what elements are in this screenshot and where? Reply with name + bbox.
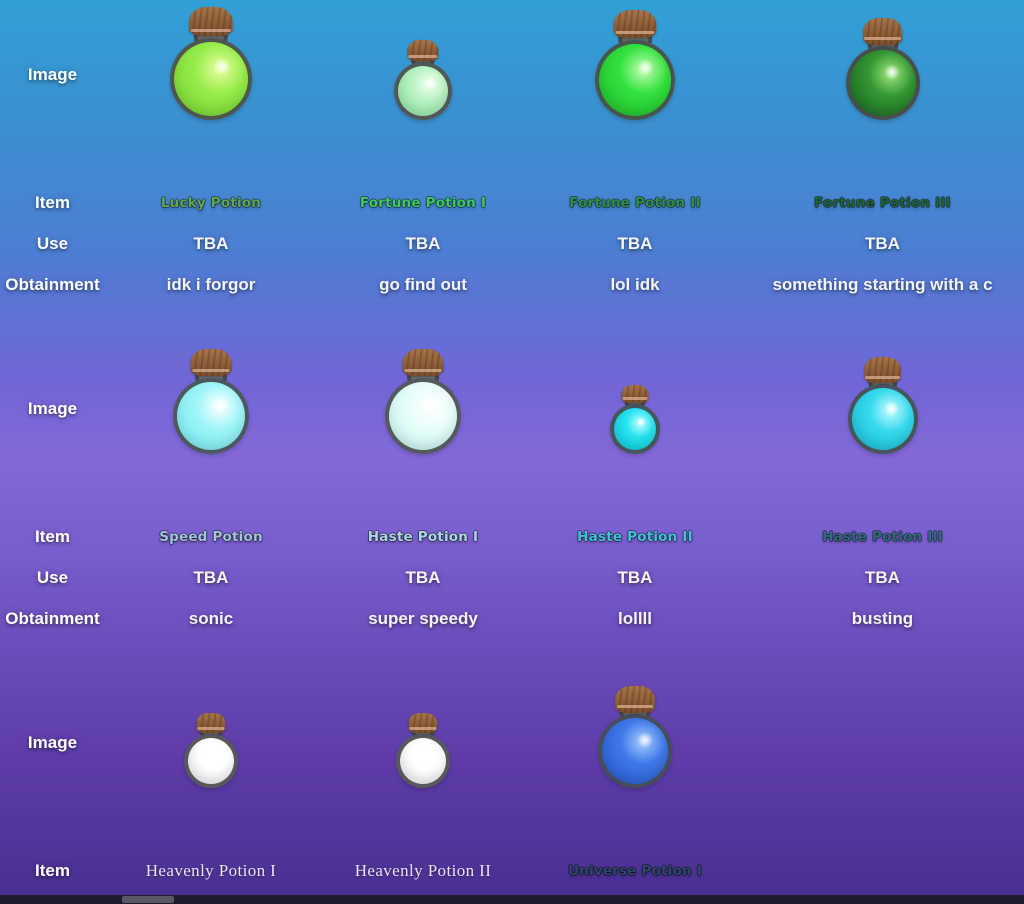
cork-icon bbox=[188, 6, 234, 37]
item-name: Lucky Potion bbox=[160, 194, 262, 211]
bottle-bulb bbox=[847, 384, 918, 454]
obtainment-row: Obtainment sonic super speedy lollll bus… bbox=[0, 598, 1024, 639]
universe-potion-1-icon bbox=[598, 685, 672, 788]
item-row: Item Speed Potion Haste Potion I Haste P… bbox=[0, 516, 1024, 557]
obtainment-value: go find out bbox=[379, 274, 467, 294]
potion-group-fortune: Image Item Lucky Potion Fortune Potion I… bbox=[0, 0, 1024, 305]
item-name: Haste Potion III bbox=[822, 528, 943, 545]
cork-icon bbox=[402, 349, 444, 377]
potion-group-haste: Image Item Speed Potion Haste Potion I H… bbox=[0, 334, 1024, 639]
fortune-potion-2-icon bbox=[595, 9, 675, 120]
use-value: TBA bbox=[865, 567, 900, 587]
use-value: TBA bbox=[617, 233, 653, 253]
bottle-bulb bbox=[394, 62, 452, 120]
item-row: Item Heavenly Potion I Heavenly Potion I… bbox=[0, 850, 1024, 891]
row-label-use: Use bbox=[36, 233, 69, 253]
use-value: TBA bbox=[193, 567, 229, 587]
item-name: Haste Potion I bbox=[367, 528, 479, 545]
bottle-bulb bbox=[184, 734, 238, 788]
bottle-bulb bbox=[610, 404, 660, 454]
item-name: Heavenly Potion I bbox=[145, 860, 277, 880]
haste-potion-1-icon bbox=[385, 349, 461, 454]
image-row: Image bbox=[0, 334, 1024, 516]
fortune-potion-1-icon bbox=[394, 39, 452, 120]
item-name: Fortune Potion III bbox=[814, 194, 951, 211]
obtainment-value: sonic bbox=[188, 608, 234, 628]
use-value: TBA bbox=[617, 567, 653, 587]
cork-icon bbox=[863, 357, 902, 383]
item-name: Haste Potion II bbox=[577, 528, 693, 545]
item-name: Universe Potion I bbox=[568, 862, 702, 879]
item-name: Speed Potion bbox=[159, 528, 263, 545]
heavenly-potion-2-icon bbox=[396, 713, 450, 788]
obtainment-value: idk i forgor bbox=[166, 274, 256, 294]
cork-icon bbox=[408, 713, 438, 733]
cork-icon bbox=[190, 349, 232, 377]
image-row: Image bbox=[0, 668, 1024, 850]
cork-icon bbox=[615, 685, 655, 713]
item-name: Fortune Potion I bbox=[359, 194, 487, 211]
obtainment-value: busting bbox=[851, 608, 914, 628]
bottle-bulb bbox=[396, 734, 450, 788]
bottle-bulb bbox=[385, 378, 461, 454]
row-label-image: Image bbox=[27, 733, 78, 752]
item-name: Fortune Potion II bbox=[569, 194, 701, 211]
lucky-potion-icon bbox=[170, 6, 252, 120]
bottle-bulb bbox=[173, 378, 249, 454]
cork-icon bbox=[613, 9, 657, 39]
cork-icon bbox=[196, 713, 226, 733]
row-label-item: Item bbox=[35, 526, 70, 546]
obtainment-value: lol idk bbox=[610, 274, 660, 294]
bottle-bulb bbox=[170, 38, 252, 120]
use-value: TBA bbox=[405, 233, 441, 253]
bottle-bulb bbox=[845, 46, 920, 120]
potion-group-heavenly: Image Item Heavenly Potion I Heavenly Po… bbox=[0, 668, 1024, 891]
use-value: TBA bbox=[405, 567, 441, 587]
cork-icon bbox=[621, 385, 649, 403]
row-label-obtainment: Obtainment bbox=[5, 608, 100, 628]
image-row: Image bbox=[0, 0, 1024, 182]
haste-potion-3-icon bbox=[847, 357, 918, 454]
item-row: Item Lucky Potion Fortune Potion I Fortu… bbox=[0, 182, 1024, 223]
row-label-item: Item bbox=[35, 860, 70, 880]
row-label-item: Item bbox=[35, 192, 70, 212]
speed-potion-icon bbox=[173, 349, 249, 454]
haste-potion-2-icon bbox=[610, 385, 660, 454]
cork-icon bbox=[862, 17, 903, 45]
obtainment-row: Obtainment idk i forgor go find out lol … bbox=[0, 264, 1024, 305]
heavenly-potion-1-icon bbox=[184, 713, 238, 788]
use-row: Use TBA TBA TBA TBA bbox=[0, 557, 1024, 598]
horizontal-scrollbar[interactable] bbox=[0, 895, 1024, 904]
use-value: TBA bbox=[865, 233, 900, 253]
row-label-image: Image bbox=[27, 399, 78, 418]
obtainment-value: lollll bbox=[618, 608, 652, 628]
obtainment-value: something starting with a c bbox=[772, 274, 993, 294]
use-value: TBA bbox=[193, 233, 229, 253]
row-label-image: Image bbox=[27, 65, 78, 84]
obtainment-value: super speedy bbox=[368, 608, 478, 628]
horizontal-scrollbar-thumb[interactable] bbox=[122, 896, 174, 903]
bottle-bulb bbox=[598, 714, 672, 788]
empty-cell bbox=[741, 668, 1024, 850]
bottle-bulb bbox=[595, 40, 675, 120]
use-row: Use TBA TBA TBA TBA bbox=[0, 223, 1024, 264]
row-label-use: Use bbox=[36, 567, 69, 587]
cork-icon bbox=[407, 39, 439, 61]
item-name: Heavenly Potion II bbox=[354, 860, 492, 880]
fortune-potion-3-icon bbox=[845, 17, 920, 120]
row-label-obtainment: Obtainment bbox=[5, 274, 100, 294]
